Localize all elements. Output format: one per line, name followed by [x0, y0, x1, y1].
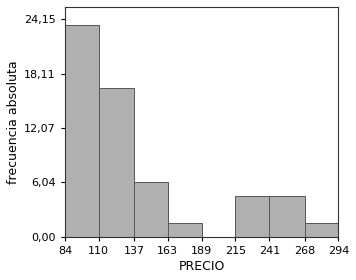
Bar	[304, 223, 338, 237]
X-axis label: PRECIO: PRECIO	[178, 260, 225, 273]
Bar	[269, 196, 304, 237]
Bar	[65, 25, 99, 237]
Y-axis label: frecuencia absoluta: frecuencia absoluta	[7, 60, 20, 184]
Bar	[99, 88, 134, 237]
Bar	[168, 223, 201, 237]
Bar	[134, 182, 168, 237]
Bar	[235, 196, 269, 237]
